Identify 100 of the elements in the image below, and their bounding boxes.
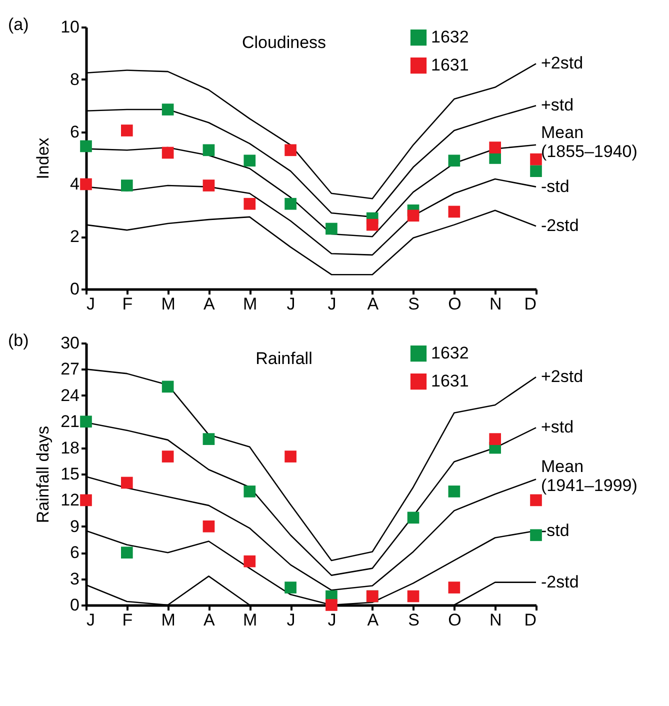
x-tick-label: J bbox=[286, 610, 296, 630]
x-tick-label: A bbox=[367, 610, 380, 630]
point bbox=[162, 380, 174, 393]
point bbox=[120, 180, 133, 192]
series-label: -std bbox=[541, 176, 570, 196]
point bbox=[284, 144, 296, 156]
point bbox=[326, 222, 338, 235]
point bbox=[80, 178, 92, 190]
y-tick-label: 9 bbox=[70, 516, 80, 536]
point bbox=[244, 154, 256, 167]
y-axis-title: Index bbox=[34, 137, 53, 180]
y-tick-label: 27 bbox=[60, 360, 80, 379]
series-label: +std bbox=[541, 96, 574, 115]
x-tick-label: J bbox=[86, 294, 95, 314]
point bbox=[162, 146, 174, 159]
x-tick-label: J bbox=[286, 294, 296, 314]
legend-label: 1632 bbox=[431, 344, 469, 362]
point bbox=[530, 165, 542, 178]
x-tick-label: A bbox=[204, 294, 216, 314]
legend-label: 1631 bbox=[431, 372, 469, 390]
y-tick-label: 18 bbox=[60, 438, 80, 458]
y-axis-title: Rainfall days bbox=[34, 426, 53, 524]
point bbox=[244, 486, 256, 498]
series-label: -2std bbox=[541, 216, 579, 236]
point bbox=[80, 416, 92, 428]
point bbox=[162, 104, 174, 116]
point bbox=[448, 486, 460, 498]
x-tick-label: D bbox=[524, 610, 536, 630]
point bbox=[326, 599, 338, 611]
point bbox=[284, 198, 296, 210]
y-tick-label: 15 bbox=[60, 464, 80, 484]
y-tick-label: 21 bbox=[60, 412, 80, 432]
y-tick-label: 6 bbox=[70, 122, 80, 142]
point bbox=[202, 520, 215, 532]
x-tick-label: J bbox=[328, 294, 336, 314]
y-tick-label: 4 bbox=[70, 174, 80, 194]
point bbox=[530, 529, 542, 542]
x-tick-label: A bbox=[367, 294, 380, 314]
chart-title: Cloudiness bbox=[242, 33, 326, 52]
point bbox=[284, 582, 296, 594]
text: (a) bbox=[8, 15, 29, 34]
y-tick-label: 0 bbox=[70, 280, 80, 298]
x-tick-label: M bbox=[161, 294, 176, 314]
y-tick-label: 3 bbox=[70, 569, 80, 588]
point bbox=[120, 546, 133, 559]
chart-title: Rainfall bbox=[256, 349, 312, 368]
series-label: +2std bbox=[541, 367, 584, 386]
y-tick-label: 8 bbox=[70, 70, 80, 89]
x-tick-label: N bbox=[489, 610, 502, 630]
y-tick-label: 0 bbox=[70, 596, 80, 614]
x-tick-label: J bbox=[86, 610, 95, 630]
legend-label: 1631 bbox=[431, 56, 469, 74]
x-tick-label: S bbox=[408, 294, 420, 314]
y-tick-label: 2 bbox=[70, 227, 80, 246]
x-tick-label: N bbox=[489, 294, 502, 314]
point bbox=[244, 555, 256, 568]
x-tick-label: D bbox=[524, 294, 536, 314]
y-tick-label: 12 bbox=[60, 490, 80, 510]
point bbox=[448, 154, 460, 167]
point bbox=[80, 494, 92, 506]
point bbox=[448, 582, 460, 594]
x-tick-label: F bbox=[122, 610, 133, 630]
point bbox=[120, 124, 133, 136]
point bbox=[530, 153, 542, 166]
series-label: -std bbox=[541, 520, 570, 540]
point bbox=[162, 450, 174, 462]
point bbox=[244, 198, 256, 210]
series-label: Mean (1855–1940) bbox=[541, 122, 638, 161]
point bbox=[448, 206, 460, 218]
point bbox=[120, 476, 133, 489]
x-tick-label: M bbox=[243, 610, 258, 630]
legend-label: 1632 bbox=[431, 28, 469, 46]
point bbox=[530, 494, 542, 506]
point bbox=[202, 180, 215, 192]
point bbox=[407, 210, 420, 222]
series-label: +2std bbox=[541, 54, 584, 73]
point bbox=[202, 433, 215, 445]
x-tick-label: O bbox=[448, 610, 462, 630]
series-label: -2std bbox=[541, 572, 579, 592]
point bbox=[489, 142, 502, 154]
x-tick-label: M bbox=[161, 610, 176, 630]
point bbox=[202, 144, 215, 156]
point bbox=[366, 218, 378, 231]
y-tick-label: 24 bbox=[60, 386, 80, 405]
y-tick-label: 10 bbox=[60, 18, 80, 36]
x-tick-label: O bbox=[448, 294, 462, 314]
x-tick-label: A bbox=[204, 610, 216, 630]
point bbox=[407, 590, 420, 602]
point bbox=[407, 512, 420, 524]
text: (b) bbox=[8, 331, 29, 350]
point bbox=[489, 433, 502, 445]
x-tick-label: F bbox=[122, 294, 133, 314]
x-tick-label: S bbox=[408, 610, 420, 630]
y-tick-label: 6 bbox=[70, 543, 80, 562]
y-tick-label: 30 bbox=[60, 334, 80, 352]
series-label: +std bbox=[541, 418, 574, 437]
point bbox=[80, 140, 92, 152]
series-label: Mean (1941–1999) bbox=[541, 457, 638, 496]
x-tick-label: M bbox=[243, 294, 258, 314]
point bbox=[284, 450, 296, 462]
